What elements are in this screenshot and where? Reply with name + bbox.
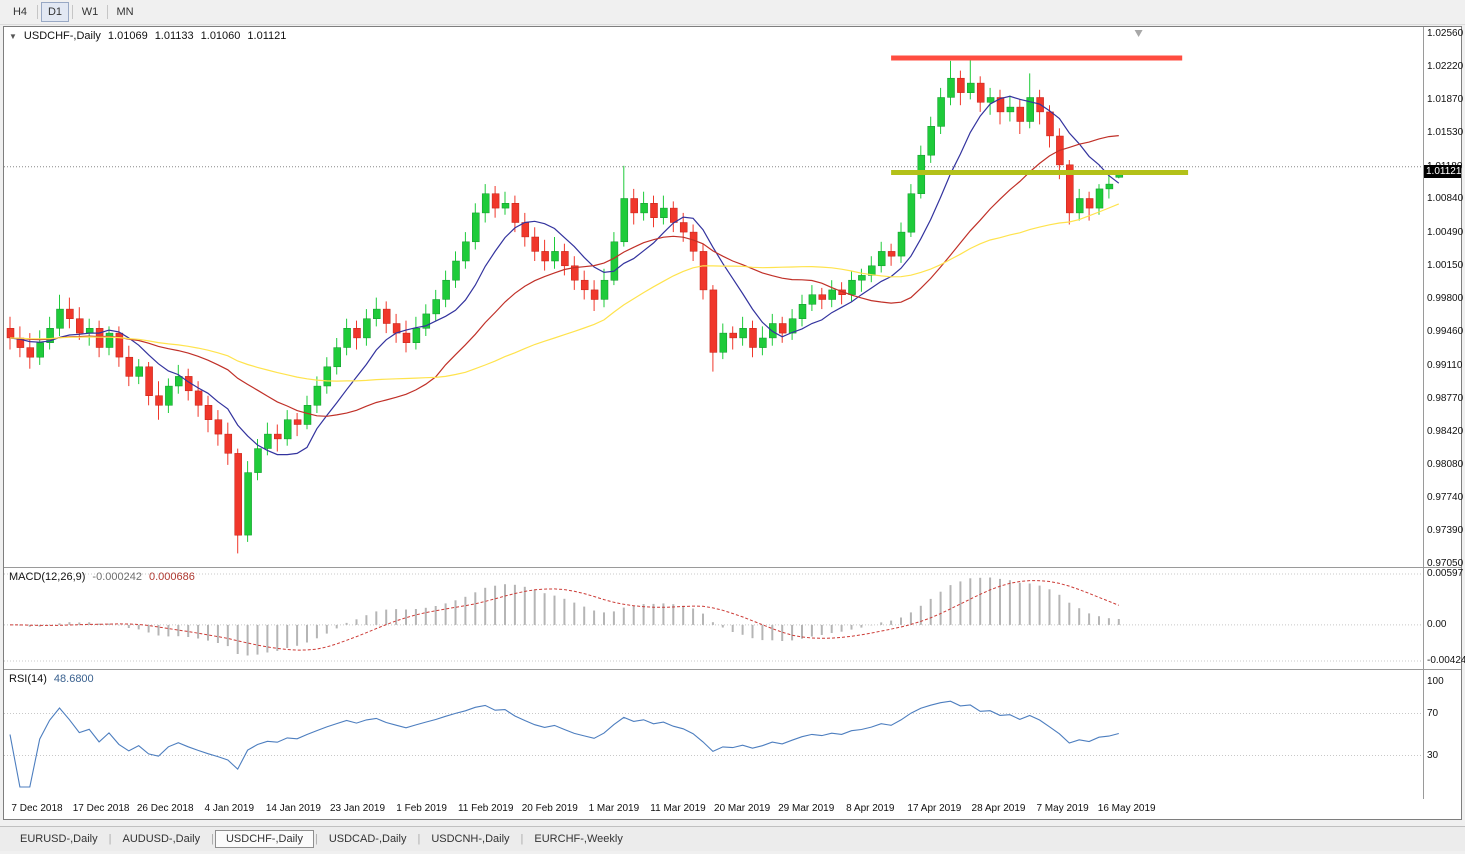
tab-separator: | bbox=[314, 833, 318, 845]
date-axis-label: 23 Jan 2019 bbox=[329, 803, 386, 814]
macd-panel: MACD(12,26,9) -0.000242 0.000686 bbox=[4, 568, 1461, 669]
rsi-panel: RSI(14) 48.6800 bbox=[4, 670, 1461, 799]
date-axis-label: 1 Mar 2019 bbox=[588, 803, 640, 814]
rsi-value: 48.6800 bbox=[53, 673, 94, 685]
date-axis-label: 17 Apr 2019 bbox=[907, 803, 962, 814]
price-axis-label: 1.01870 bbox=[1427, 94, 1464, 106]
macd-main-value: -0.000242 bbox=[92, 571, 142, 583]
macd-chart[interactable] bbox=[4, 568, 1423, 669]
price-axis-label: 0.99800 bbox=[1427, 293, 1464, 305]
price-axis-label: 1.00490 bbox=[1427, 227, 1464, 239]
price-axis-label: 0.99460 bbox=[1427, 326, 1464, 338]
tab-separator: | bbox=[520, 833, 524, 845]
price-axis-label: 0.97050 bbox=[1427, 558, 1464, 569]
current-price-badge: 1.01121 bbox=[1424, 165, 1462, 179]
timeframe-button-h4[interactable]: H4 bbox=[12, 6, 28, 18]
price-axis-label: 0.98420 bbox=[1427, 426, 1464, 438]
date-axis-label: 7 May 2019 bbox=[1036, 803, 1089, 814]
symbol-label: USDCHF-,Daily bbox=[23, 30, 101, 42]
tab-separator: | bbox=[108, 833, 112, 845]
macd-signal-value: 0.000686 bbox=[148, 571, 195, 583]
macd-header: MACD(12,26,9) -0.000242 0.000686 bbox=[9, 571, 195, 583]
toolbar-separator bbox=[37, 5, 38, 19]
price-axis-label: 1.00840 bbox=[1427, 193, 1464, 205]
date-axis[interactable]: 7 Dec 2018 17 Dec 2018 26 Dec 2018 4 Jan 20… bbox=[4, 799, 1461, 819]
price-axis-label: 0.97740 bbox=[1427, 491, 1464, 503]
timeframe-toolbar: H4 D1 W1 MN bbox=[0, 0, 1465, 25]
ohlc-open: 1.01069 bbox=[107, 30, 148, 42]
rsi-title: RSI(14) bbox=[9, 673, 47, 685]
macd-axis-label: 0.00597 bbox=[1427, 568, 1464, 579]
price-axis[interactable]: 1.025601.022201.018701.015301.011801.008… bbox=[1423, 27, 1465, 799]
chart-tab-usdchf-daily[interactable]: USDCHF-,Daily bbox=[214, 830, 314, 848]
date-axis-label: 14 Jan 2019 bbox=[265, 803, 321, 814]
date-axis-label: 28 Apr 2019 bbox=[971, 803, 1026, 814]
macd-title: MACD(12,26,9) bbox=[9, 571, 86, 583]
panel-divider[interactable] bbox=[4, 669, 1461, 670]
ohlc-high: 1.01133 bbox=[154, 30, 194, 42]
chart-tabbar: EURUSD-,Daily | AUDUSD-,Daily | USDCHF-,Dail… bbox=[0, 826, 1465, 851]
toolbar-separator bbox=[72, 5, 73, 19]
date-axis-label: 20 Mar 2019 bbox=[714, 803, 771, 814]
timeframe-button-mn[interactable]: MN bbox=[116, 6, 134, 18]
date-axis-label: 1 Feb 2019 bbox=[396, 803, 447, 814]
timeframe-button-w1[interactable]: W1 bbox=[81, 6, 99, 18]
toolbar-separator bbox=[107, 5, 108, 19]
chart-window: ▼ USDCHF-,Daily 1.01069 1.01133 1.01060 … bbox=[3, 26, 1465, 820]
chart-tab-audusd-daily[interactable]: AUDUSD-,Daily bbox=[122, 833, 201, 845]
chart-tab-usdcad-daily[interactable]: USDCAD-,Daily bbox=[328, 833, 407, 845]
date-axis-label: 26 Dec 2018 bbox=[136, 803, 194, 814]
date-axis-label: 17 Dec 2018 bbox=[72, 803, 130, 814]
tab-separator: | bbox=[211, 833, 214, 845]
rsi-chart[interactable] bbox=[4, 670, 1423, 799]
rsi-axis-label: 30 bbox=[1427, 749, 1439, 761]
ohlc-close: 1.01121 bbox=[247, 30, 287, 42]
price-axis-label: 0.99110 bbox=[1427, 359, 1463, 371]
panel-divider[interactable] bbox=[4, 567, 1461, 568]
rsi-axis-label: 100 bbox=[1427, 676, 1444, 687]
collapse-icon[interactable]: ▼ bbox=[9, 32, 17, 41]
timeframe-button-d1[interactable]: D1 bbox=[41, 2, 69, 22]
date-axis-label: 20 Feb 2019 bbox=[521, 803, 578, 814]
date-axis-label: 8 Apr 2019 bbox=[846, 803, 895, 814]
price-axis-label: 1.00150 bbox=[1427, 259, 1464, 271]
price-axis-label: 1.02560 bbox=[1427, 28, 1464, 39]
date-axis-label: 11 Feb 2019 bbox=[457, 803, 514, 814]
price-axis-label: 1.02220 bbox=[1427, 60, 1464, 72]
chart-tab-eurusd-daily[interactable]: EURUSD-,Daily bbox=[20, 833, 98, 845]
date-axis-label: 4 Jan 2019 bbox=[204, 803, 255, 814]
macd-axis-label: -0.00424 bbox=[1427, 655, 1465, 666]
price-axis-label: 1.01530 bbox=[1427, 127, 1464, 139]
price-panel: ▼ USDCHF-,Daily 1.01069 1.01133 1.01060 … bbox=[4, 27, 1461, 567]
candlestick-chart[interactable] bbox=[4, 27, 1423, 567]
chart-tab-usdcnh-daily[interactable]: USDCNH-,Daily bbox=[431, 833, 510, 845]
macd-axis-label: 0.00 bbox=[1427, 618, 1447, 630]
date-axis-label: 7 Dec 2018 bbox=[11, 803, 63, 814]
rsi-axis-label: 70 bbox=[1427, 707, 1439, 719]
ohlc-low: 1.01060 bbox=[200, 30, 241, 42]
chart-tab-eurchf-weekly[interactable]: EURCHF-,Weekly bbox=[534, 833, 623, 845]
price-axis-label: 0.97390 bbox=[1427, 525, 1464, 537]
price-axis-label: 0.98080 bbox=[1427, 458, 1464, 470]
date-axis-label: 29 Mar 2019 bbox=[778, 803, 835, 814]
date-axis-label: 11 Mar 2019 bbox=[650, 803, 706, 814]
price-axis-label: 0.98770 bbox=[1427, 392, 1464, 404]
tab-separator: | bbox=[417, 833, 421, 845]
rsi-header: RSI(14) 48.6800 bbox=[9, 673, 94, 685]
date-axis-label: 16 May 2019 bbox=[1097, 803, 1156, 814]
chart-title: ▼ USDCHF-,Daily 1.01069 1.01133 1.01060 … bbox=[9, 30, 286, 42]
